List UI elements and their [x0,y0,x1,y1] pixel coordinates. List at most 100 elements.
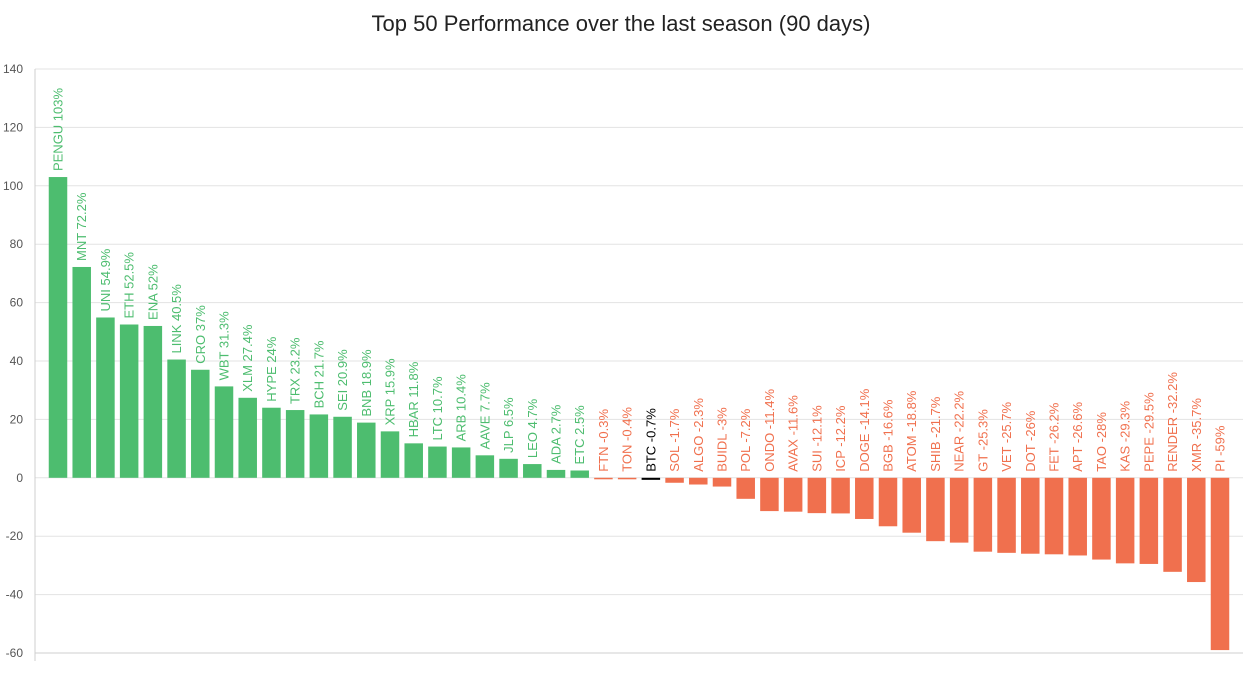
grid-lines [34,68,1243,661]
bar [499,458,518,478]
bar-label: TON -0.4% [620,407,635,472]
bar [926,477,945,542]
bar-label: ALGO -2.3% [691,398,706,472]
bar-label: SHIB -21.7% [928,396,943,472]
bar-label: ENA 52% [145,264,160,320]
bar [475,455,495,478]
bar [119,324,139,478]
bar-label: SEI 20.9% [335,349,350,411]
bar-label: PEPE -29.5% [1141,392,1156,472]
bar [380,431,400,478]
bar-label: AAVE 7.7% [477,382,492,449]
bar [72,266,91,478]
y-tick-label: 100 [3,179,23,193]
y-tick-label: 20 [10,412,24,426]
bar-label: ETC 2.5% [572,405,587,465]
bar [262,407,281,478]
bar [1139,477,1159,564]
bars [48,177,1230,651]
bar-label: AVAX -11.6% [786,395,801,472]
bar-label: JLP 6.5% [501,397,516,453]
bar-label: NEAR -22.2% [952,390,967,471]
bar [855,477,874,519]
bar-label: XMR -35.7% [1189,398,1204,472]
bar [783,477,803,512]
bar [831,477,850,514]
bar [48,177,68,478]
y-tick-label: 40 [10,354,24,368]
bar-label: UNI 54.9% [98,248,113,311]
bar-label: BTC -0.7% [643,408,658,472]
bar [1210,477,1230,651]
bar [309,414,329,478]
bar-label: HYPE 24% [264,336,279,401]
bar [191,369,210,478]
bar-label: WBT 31.3% [217,311,232,381]
bar [760,477,779,512]
bar [736,477,755,499]
bar [878,477,898,527]
bar [1068,477,1087,556]
bar [451,447,471,478]
bar [357,422,376,478]
bar-label: BGB -16.6% [881,399,896,472]
bar [712,477,732,487]
bar-label: TAO -28% [1094,412,1109,472]
bar [167,359,186,478]
bar-labels: PENGU 103% MNT 72.2% UNI 54.9% ETH 52.5% ENA… [51,88,1228,472]
bar [973,477,993,552]
bar-label: HBAR 11.8% [406,361,421,437]
bar-label: MNT 72.2% [74,192,89,261]
bar-label: PENGU 103% [51,88,66,172]
bar [617,477,637,480]
bar-label: ETH 52.5% [122,252,137,319]
bar [333,416,352,478]
bar [1115,477,1135,564]
bar-label: BCH 21.7% [311,340,326,408]
bar [1092,477,1111,560]
bar-label: SOL -1.7% [667,408,682,472]
chart-title: Top 50 Performance over the last season … [372,11,871,36]
bar [404,443,423,478]
bar-label: DOGE -14.1% [857,388,872,472]
y-tick-label: 60 [10,296,24,310]
bar [1021,477,1040,554]
bar-label: ARB 10.4% [454,374,469,442]
bar [665,477,684,483]
bar-label: FTN -0.3% [596,409,611,472]
bar-label: LEO 4.7% [525,398,540,458]
bar-label: FET -26.2% [1047,402,1062,472]
bar [238,397,257,478]
bar-label: LINK 40.5% [169,284,184,354]
bar [285,410,305,478]
y-tick-label: -40 [6,588,24,602]
bar [570,470,589,478]
bar [143,325,163,478]
bar-label: XLM 27.4% [240,324,255,392]
bar-label: POL -7.2% [738,408,753,472]
bar [902,477,921,533]
bar-label: CRO 37% [193,305,208,364]
bar [214,386,234,478]
bar [1187,477,1206,583]
bar-label: ONDO -11.4% [762,389,777,472]
bar-label: PI -59% [1213,425,1228,472]
bar-label: LTC 10.7% [430,376,445,441]
bar [641,477,661,480]
bar-label: RENDER -32.2% [1165,372,1180,472]
bar-label: DOT -26% [1023,410,1038,472]
y-tick-label: 80 [10,237,24,251]
bar-label: APT -26.6% [1070,402,1085,472]
bar-label: ADA 2.7% [549,404,564,464]
bar [96,317,115,478]
bar-label: ATOM -18.8% [904,390,919,472]
bar [594,477,613,480]
bar-label: BUIDL -3% [715,407,730,472]
bar [428,446,447,478]
y-tick-label: 0 [16,471,23,485]
bar [523,464,542,478]
bar-label: GT -25.3% [975,409,990,472]
bar [949,477,969,543]
bar-label: KAS -29.3% [1118,401,1133,472]
